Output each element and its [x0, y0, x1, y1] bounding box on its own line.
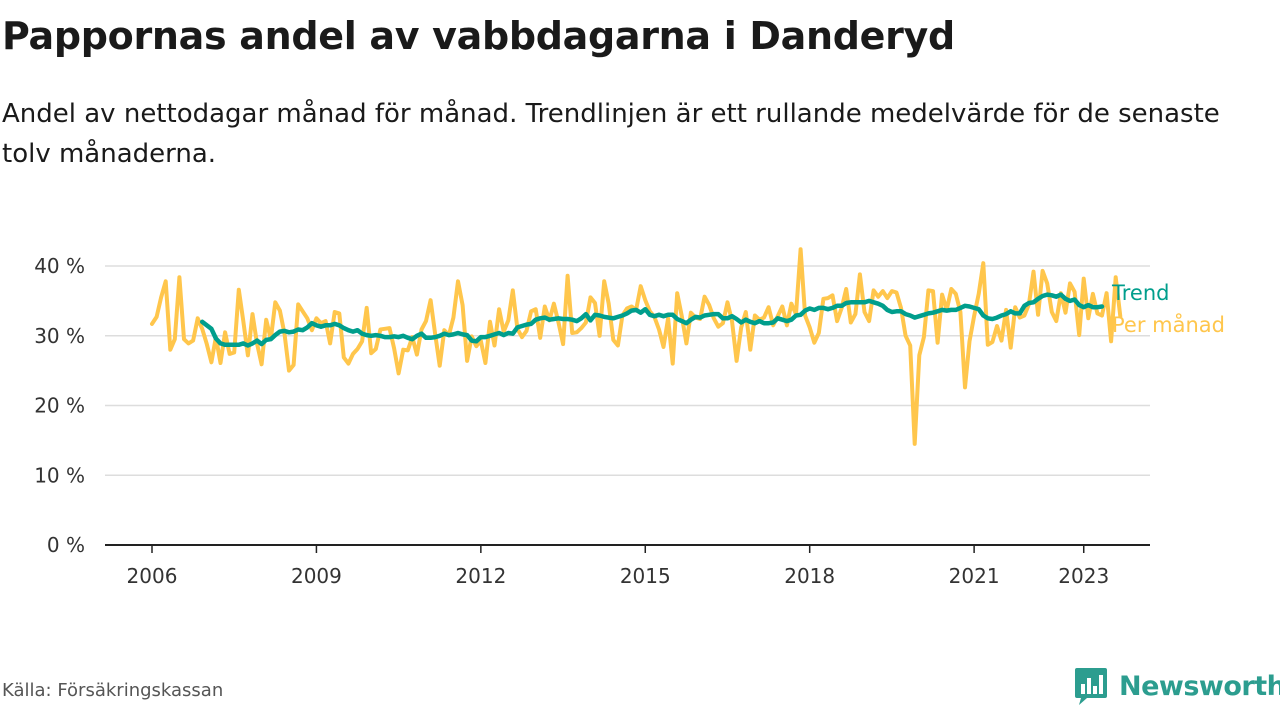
x-axis: 2006 2009 2012 2015 2018 2021 2023: [105, 544, 1150, 588]
legend: Per månad Trend: [1111, 281, 1225, 337]
x-tick-label: 2015: [620, 564, 671, 588]
x-tick-label: 2018: [784, 564, 835, 588]
y-axis-labels: 0 % 10 % 20 % 30 % 40 %: [34, 254, 85, 557]
y-tick-label: 40 %: [34, 254, 85, 278]
chart-subtitle: Andel av nettodagar månad för månad. Tre…: [2, 99, 1220, 169]
series-lines: [150, 247, 1123, 446]
brand-logo[interactable]: Newsworthy: [1073, 666, 1280, 706]
monthly-line: [150, 247, 1123, 446]
trend-line: [199, 292, 1105, 348]
y-tick-label: 10 %: [34, 463, 85, 487]
y-tick-label: 30 %: [34, 324, 85, 348]
brand-name: Newsworthy: [1119, 670, 1280, 702]
legend-monthly-label: Per månad: [1112, 312, 1225, 337]
bar-chart-logo-icon: [1075, 668, 1107, 705]
gridlines: [105, 265, 1150, 476]
legend-trend-label: Trend: [1111, 281, 1169, 305]
y-tick-label: 20 %: [34, 394, 85, 418]
chart-title: Pappornas andel av vabbdagarna i Dandery…: [2, 14, 955, 58]
y-tick-label: 0 %: [47, 533, 85, 557]
x-tick-label: 2009: [291, 564, 342, 588]
source-note: Källa: Försäkringskassan: [2, 680, 224, 701]
x-tick-label: 2023: [1058, 564, 1109, 588]
x-tick-label: 2021: [949, 564, 1000, 588]
x-tick-label: 2006: [127, 564, 178, 588]
x-tick-label: 2012: [455, 564, 506, 588]
